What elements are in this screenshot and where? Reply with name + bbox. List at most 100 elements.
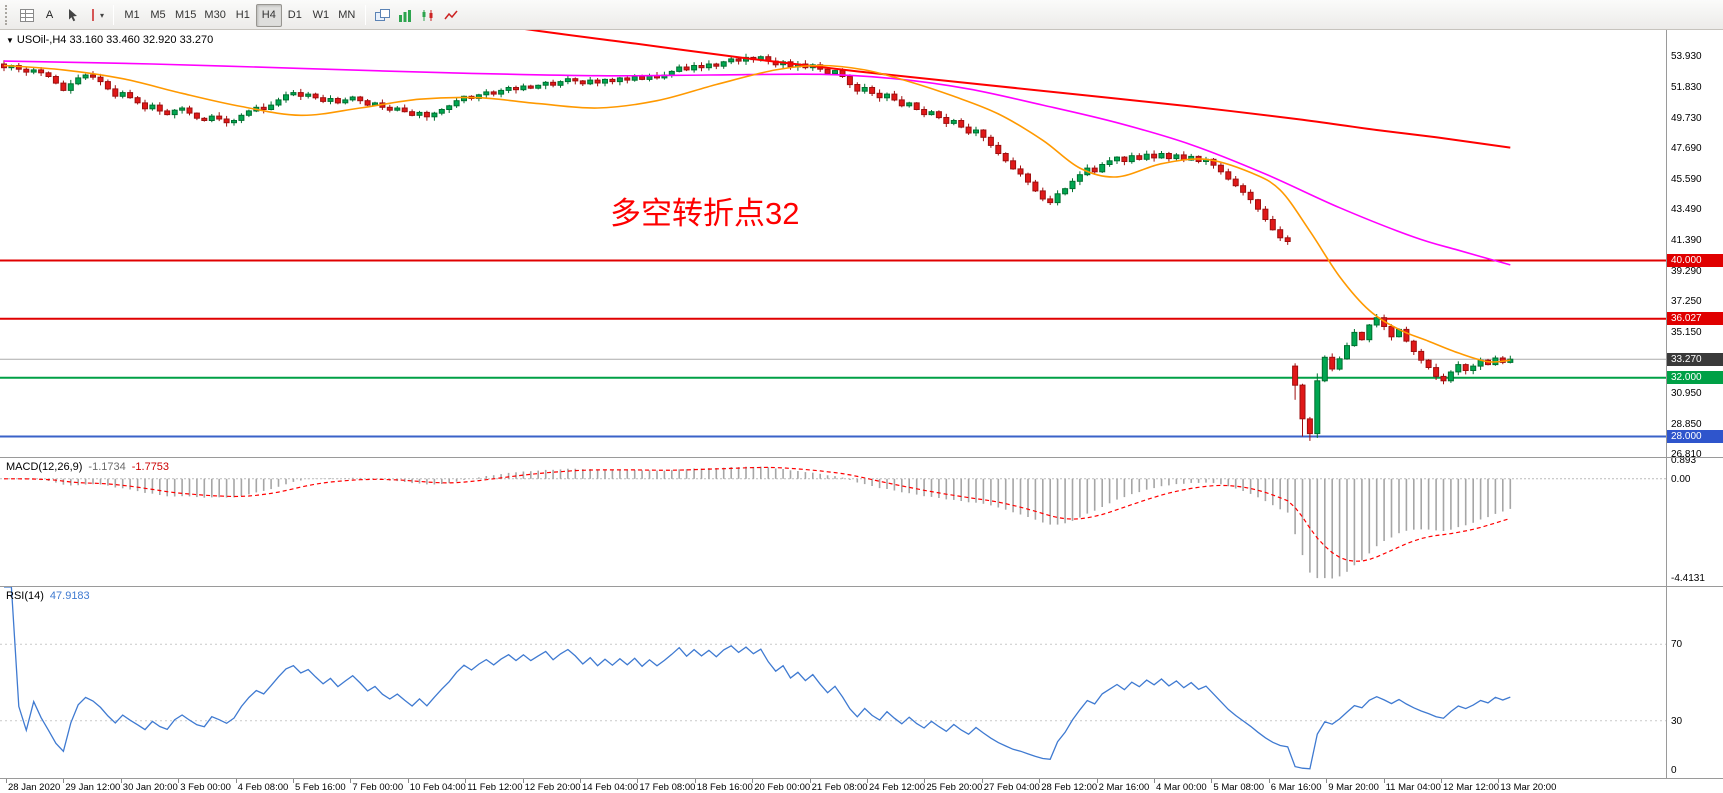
toolbar-grip-handle[interactable] (5, 5, 10, 25)
time-axis-label: 5 Mar 08:00 (1213, 782, 1265, 793)
macd-axis-label: -4.4131 (1671, 573, 1705, 584)
macd-signal-value: -1.7753 (131, 461, 170, 473)
price-axis-label: 28.850 (1671, 419, 1702, 430)
time-axis-label: 4 Feb 08:00 (237, 782, 289, 793)
time-axis-label: 7 Feb 00:00 (352, 782, 404, 793)
price-axis-label: 39.290 (1671, 265, 1702, 277)
market-watch-grid-icon[interactable] (15, 4, 38, 27)
bar-chart-icon[interactable] (394, 4, 417, 27)
rsi-axis-label: 70 (1671, 639, 1683, 651)
time-axis: 28 Jan 2020 29 Jan 12:00 30 Jan 20:00 3 Feb… (0, 779, 1723, 793)
timeframe-m15-button[interactable]: M15 (171, 4, 200, 27)
time-axis-label: 24 Feb 12:00 (869, 782, 925, 793)
main-chart-panel[interactable]: ▼ USOil-,H4 33.160 33.460 32.920 33.270 多… (0, 30, 1666, 457)
price-axis-label: 41.390 (1671, 235, 1702, 247)
rsi-axis-label: 0 (1671, 765, 1677, 776)
macd-main-value: -1.1734 (88, 461, 126, 473)
ma-magenta-line (3, 60, 1511, 266)
macd-panel[interactable]: MACD(12,26,9) -1.1734 -1.7753 (0, 458, 1666, 586)
time-axis-label: 25 Feb 20:00 (926, 782, 983, 793)
macd-axis-label: 0.893 (1671, 455, 1697, 466)
price-tag-33.270: 33.270 (1667, 352, 1723, 366)
time-axis-label: 12 Mar 12:00 (1443, 782, 1499, 793)
time-tick (809, 779, 811, 783)
toolbar-separator (364, 5, 366, 25)
time-tick (178, 779, 180, 783)
price-axis-label: 43.490 (1671, 204, 1702, 216)
timeframe-m30-button[interactable]: M30 (200, 4, 229, 27)
timeframe-group: M1 M5 M15 M30 H1 H4 D1 W1 MN (119, 3, 360, 27)
time-axis-label: 17 Feb 08:00 (639, 782, 696, 793)
time-tick (465, 779, 467, 783)
timeframe-h4-button[interactable]: H4 (255, 3, 282, 27)
price-axis-label: 35.150 (1671, 326, 1702, 338)
price-tag-28.000: 28.000 (1667, 430, 1723, 443)
time-tick (1096, 779, 1098, 783)
time-tick (6, 779, 7, 783)
toolbar-separator (113, 5, 115, 25)
macd-axis-label: 0.00 (1671, 473, 1691, 485)
time-tick (120, 779, 122, 783)
price-axis: 53.930 51.830 49.730 47.690 45.590 43.490 41.3… (1667, 30, 1723, 779)
panel-divider[interactable] (0, 586, 1723, 587)
price-axis-label: 26.810 (1671, 448, 1702, 460)
collapse-triangle-icon[interactable]: ▼ (6, 36, 14, 45)
timeframe-h1-button[interactable]: H1 (230, 4, 256, 27)
ma-orange-line (3, 64, 1511, 363)
chart-annotation-text: 多空转折点32 (610, 196, 800, 231)
time-tick (350, 779, 352, 783)
time-axis-label: 18 Feb 16:00 (696, 782, 753, 793)
price-axis-label: 45.590 (1671, 173, 1702, 185)
time-tick (63, 779, 65, 783)
time-tick (924, 779, 926, 783)
candlestick-chart-icon[interactable] (417, 4, 440, 27)
time-axis-label: 11 Feb 12:00 (467, 782, 523, 793)
line-studies-dropdown[interactable]: ▾ (84, 4, 108, 27)
time-tick (1211, 779, 1213, 783)
rsi-panel[interactable]: RSI(14) 47.9183 (0, 587, 1666, 778)
time-axis-label: 28 Feb 12:00 (1041, 782, 1098, 793)
text-label-tool-button[interactable]: A (38, 4, 61, 27)
timeframe-m5-button[interactable]: M5 (145, 4, 171, 27)
time-axis-label: 9 Mar 20:00 (1328, 782, 1379, 793)
time-tick (981, 779, 983, 783)
candles-layer (1, 53, 1514, 441)
time-tick (752, 779, 754, 783)
line-chart-icon[interactable] (440, 4, 463, 27)
macd-label: MACD(12,26,9) (6, 461, 83, 473)
time-axis-label: 20 Feb 00:00 (754, 782, 811, 793)
rsi-axis-label: 30 (1671, 715, 1683, 727)
cursor-arrow-icon (68, 9, 77, 22)
time-tick (1326, 779, 1328, 783)
ma-red-line (524, 30, 1511, 149)
timeframe-w1-button[interactable]: W1 (308, 4, 334, 27)
time-axis-label: 2 Mar 16:00 (1098, 782, 1150, 793)
rsi-header: RSI(14) 47.9183 (6, 590, 96, 602)
time-axis-label: 27 Feb 04:00 (983, 782, 1040, 793)
symbol-ohlc-text: USOil-,H4 33.160 33.460 32.920 33.270 (16, 34, 214, 46)
chart-symbol-header: ▼ USOil-,H4 33.160 33.460 32.920 33.270 (6, 34, 213, 46)
time-tick (1498, 779, 1500, 783)
price-axis-label: 53.930 (1671, 51, 1702, 63)
timeframe-d1-button[interactable]: D1 (282, 4, 308, 27)
cursor-tool-icon[interactable] (61, 4, 84, 27)
time-axis-label: 29 Jan 12:00 (65, 782, 121, 793)
time-axis-label: 30 Jan 20:00 (122, 782, 178, 793)
time-axis-label: 6 Mar 16:00 (1270, 782, 1322, 793)
chevron-down-icon: ▾ (100, 10, 105, 20)
time-axis-label: 10 Feb 04:00 (409, 782, 466, 793)
time-axis-label: 5 Feb 16:00 (295, 782, 346, 793)
time-axis-label: 3 Feb 00:00 (180, 782, 231, 793)
price-tag-40.000: 40.000 (1667, 254, 1723, 267)
rsi-svg[interactable] (0, 587, 1666, 778)
time-tick (1039, 779, 1041, 783)
tile-windows-icon[interactable] (371, 4, 394, 27)
time-tick (694, 779, 696, 783)
main-chart-svg[interactable] (0, 30, 1666, 457)
timeframe-m1-button[interactable]: M1 (119, 4, 145, 27)
price-tag-32.000: 32.000 (1667, 371, 1723, 385)
timeframe-mn-button[interactable]: MN (334, 4, 360, 27)
time-axis-label: 13 Mar 20:00 (1500, 782, 1557, 793)
panel-divider[interactable] (0, 457, 1723, 458)
macd-svg[interactable] (0, 458, 1666, 586)
